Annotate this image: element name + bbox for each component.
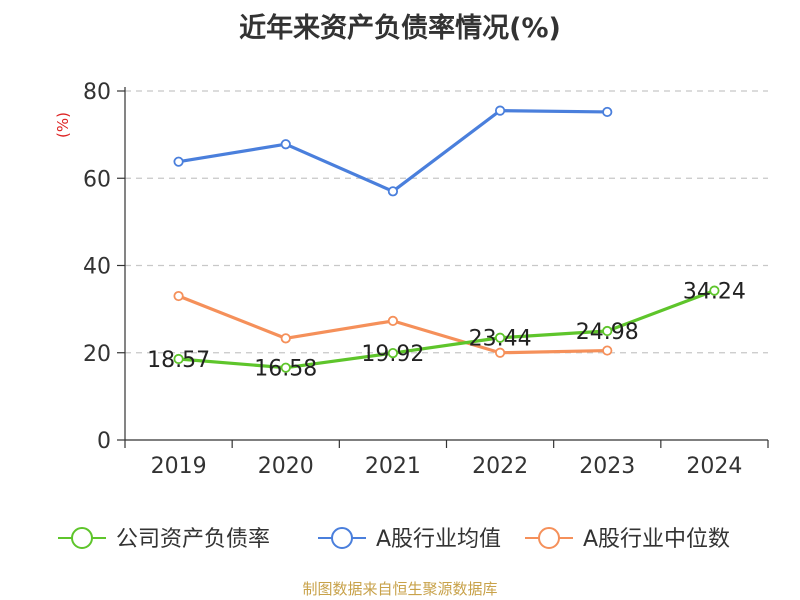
data-point[interactable] (280, 333, 291, 344)
y-axis-unit-label: (%) (54, 112, 72, 138)
data-point[interactable] (280, 362, 291, 373)
data-label: 16.58 (254, 357, 317, 382)
x-tick-label: 2023 (579, 454, 635, 479)
data-point[interactable] (173, 290, 184, 302)
data-label: 24.98 (576, 320, 639, 345)
data-label: 18.57 (147, 348, 210, 373)
legend[interactable]: 公司资产负债率 A股行业均值 A股行业中位数 (58, 527, 730, 552)
series-line-0 (178, 289, 715, 370)
data-point[interactable] (602, 325, 613, 337)
data-point[interactable] (494, 105, 506, 116)
data-point[interactable] (387, 186, 399, 197)
data-point[interactable] (602, 106, 613, 118)
y-tick-label: 40 (83, 255, 111, 280)
series-lines (173, 105, 720, 373)
y-tick-label: 20 (83, 342, 111, 367)
chart-title: 近年来资产负债率情况(%) (239, 13, 561, 44)
data-point[interactable] (602, 345, 613, 356)
data-label: 23.44 (469, 327, 532, 352)
source-note: 制图数据来自恒生聚源数据库 (302, 580, 498, 598)
x-tick-label: 2019 (151, 454, 207, 479)
legend-item-1[interactable]: A股行业均值 (318, 527, 501, 552)
y-tick-label: 60 (83, 167, 111, 192)
legend-marker (331, 527, 353, 549)
data-point[interactable] (494, 332, 506, 343)
data-point[interactable] (709, 285, 720, 296)
legend-item-0[interactable]: 公司资产负债率 (58, 527, 270, 552)
series-line-1 (178, 109, 608, 193)
y-tick-label: 0 (97, 429, 111, 454)
legend-label: A股行业中位数 (583, 527, 730, 552)
x-tick-label: 2021 (365, 454, 421, 479)
legend-label: A股行业均值 (376, 527, 501, 552)
data-label: 34.24 (683, 280, 746, 305)
x-tick-label: 2022 (472, 454, 528, 479)
data-point[interactable] (280, 139, 291, 150)
x-tick-label: 2020 (258, 454, 314, 479)
axes: 0 20 40 60 80 2019 2020 2021 2022 2023 2024 (83, 80, 769, 479)
data-point[interactable] (494, 347, 506, 358)
data-point[interactable] (387, 347, 399, 359)
x-tick-label: 2024 (686, 454, 742, 479)
data-point[interactable] (173, 156, 184, 167)
data-labels: 18.57 16.58 19.92 23.44 24.98 34.24 (147, 280, 746, 382)
data-point[interactable] (387, 315, 399, 327)
data-point[interactable] (173, 353, 184, 365)
legend-label: 公司资产负债率 (116, 527, 270, 552)
data-label: 19.92 (361, 342, 424, 367)
grid-lines (125, 90, 768, 354)
y-tick-label: 80 (83, 80, 111, 105)
legend-item-2[interactable]: A股行业中位数 (525, 527, 730, 552)
legend-marker (538, 527, 560, 549)
legend-marker (71, 527, 93, 549)
